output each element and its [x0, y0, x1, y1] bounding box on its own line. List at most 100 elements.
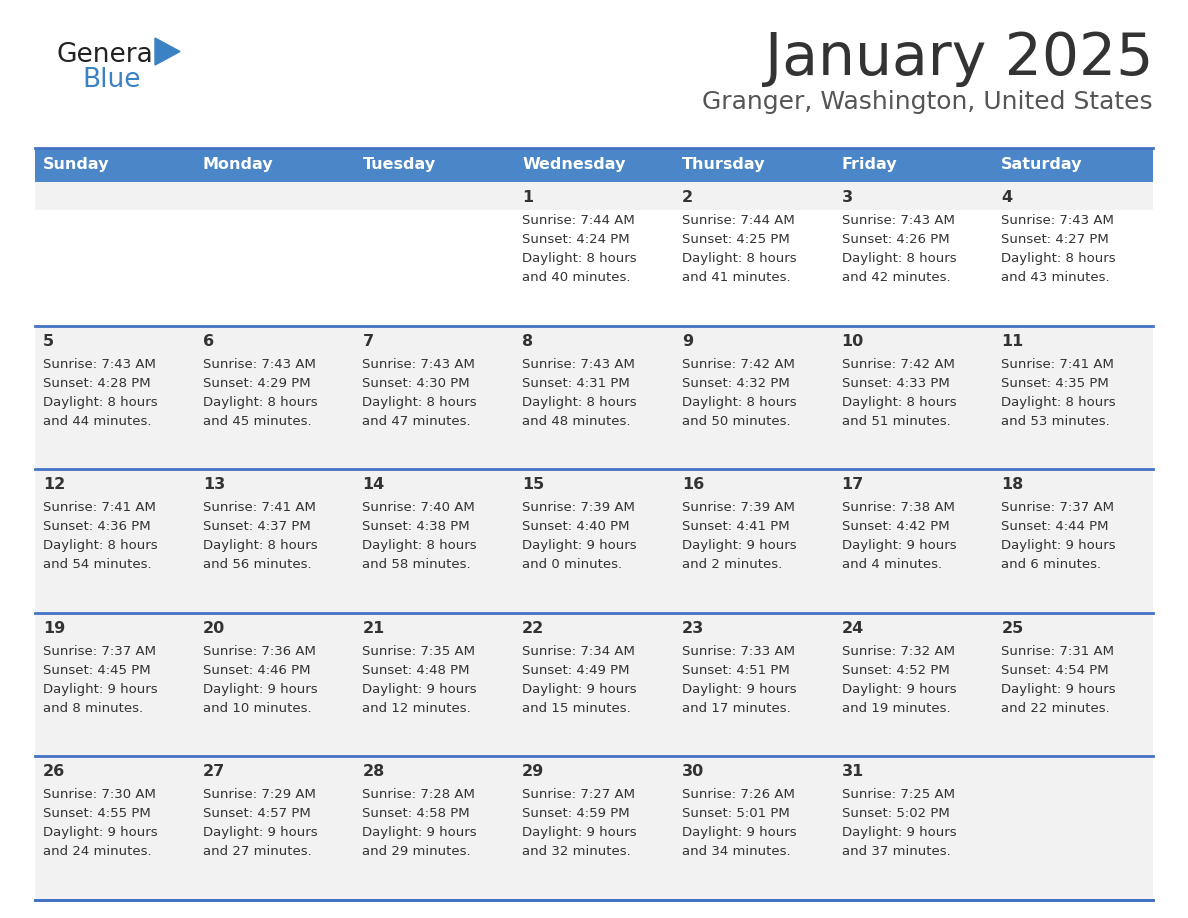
Text: Sunset: 4:32 PM: Sunset: 4:32 PM	[682, 376, 790, 389]
Text: Sunrise: 7:31 AM: Sunrise: 7:31 AM	[1001, 644, 1114, 658]
Text: Daylight: 9 hours: Daylight: 9 hours	[1001, 539, 1116, 553]
Bar	[34, 756, 1154, 900]
Text: Sunrise: 7:42 AM: Sunrise: 7:42 AM	[682, 358, 795, 371]
Text: Sunrise: 7:38 AM: Sunrise: 7:38 AM	[841, 501, 954, 514]
Text: Sunrise: 7:44 AM: Sunrise: 7:44 AM	[682, 214, 795, 227]
Text: Sunset: 4:58 PM: Sunset: 4:58 PM	[362, 808, 470, 821]
Text: and 37 minutes.: and 37 minutes.	[841, 845, 950, 858]
Text: 23: 23	[682, 621, 704, 636]
Text: 25: 25	[1001, 621, 1024, 636]
Text: Sunset: 4:27 PM: Sunset: 4:27 PM	[1001, 233, 1110, 246]
Text: Saturday: Saturday	[1001, 158, 1082, 173]
Text: and 54 minutes.: and 54 minutes.	[43, 558, 152, 571]
Text: 31: 31	[841, 765, 864, 779]
Text: Sunset: 4:24 PM: Sunset: 4:24 PM	[523, 233, 630, 246]
Text: 7: 7	[362, 333, 373, 349]
Text: Daylight: 8 hours: Daylight: 8 hours	[682, 396, 796, 409]
Text: Daylight: 9 hours: Daylight: 9 hours	[203, 826, 317, 839]
Text: Daylight: 9 hours: Daylight: 9 hours	[523, 826, 637, 839]
Text: Daylight: 8 hours: Daylight: 8 hours	[523, 252, 637, 265]
Text: Sunrise: 7:41 AM: Sunrise: 7:41 AM	[43, 501, 156, 514]
Text: 2: 2	[682, 190, 693, 205]
Text: Sunset: 4:29 PM: Sunset: 4:29 PM	[203, 376, 310, 389]
Text: Daylight: 8 hours: Daylight: 8 hours	[362, 539, 478, 553]
Text: 26: 26	[43, 765, 65, 779]
Text: Sunset: 4:37 PM: Sunset: 4:37 PM	[203, 521, 310, 533]
Text: and 6 minutes.: and 6 minutes.	[1001, 558, 1101, 571]
Text: Daylight: 9 hours: Daylight: 9 hours	[43, 683, 158, 696]
Text: Sunset: 4:28 PM: Sunset: 4:28 PM	[43, 376, 151, 389]
Text: Granger, Washington, United States: Granger, Washington, United States	[702, 90, 1154, 114]
Text: Daylight: 8 hours: Daylight: 8 hours	[43, 396, 158, 409]
Text: Daylight: 8 hours: Daylight: 8 hours	[682, 252, 796, 265]
Text: Blue: Blue	[82, 67, 140, 93]
Text: Tuesday: Tuesday	[362, 158, 436, 173]
Text: Daylight: 9 hours: Daylight: 9 hours	[841, 826, 956, 839]
Text: 15: 15	[523, 477, 544, 492]
Text: Sunrise: 7:44 AM: Sunrise: 7:44 AM	[523, 214, 634, 227]
Text: Daylight: 8 hours: Daylight: 8 hours	[43, 539, 158, 553]
Text: Sunrise: 7:36 AM: Sunrise: 7:36 AM	[203, 644, 316, 658]
Text: Sunrise: 7:43 AM: Sunrise: 7:43 AM	[523, 358, 636, 371]
Text: Sunset: 4:45 PM: Sunset: 4:45 PM	[43, 664, 151, 677]
Text: Sunset: 4:30 PM: Sunset: 4:30 PM	[362, 376, 470, 389]
Text: Daylight: 9 hours: Daylight: 9 hours	[362, 826, 478, 839]
Text: Sunrise: 7:43 AM: Sunrise: 7:43 AM	[841, 214, 954, 227]
Text: and 48 minutes.: and 48 minutes.	[523, 415, 631, 428]
Bar	[34, 326, 1154, 469]
Text: and 41 minutes.: and 41 minutes.	[682, 271, 790, 284]
Text: Daylight: 9 hours: Daylight: 9 hours	[682, 539, 796, 553]
Text: and 15 minutes.: and 15 minutes.	[523, 701, 631, 715]
Text: Sunset: 4:36 PM: Sunset: 4:36 PM	[43, 521, 151, 533]
Text: Sunrise: 7:43 AM: Sunrise: 7:43 AM	[203, 358, 316, 371]
Text: Sunset: 4:38 PM: Sunset: 4:38 PM	[362, 521, 470, 533]
Text: Friday: Friday	[841, 158, 897, 173]
Text: Sunrise: 7:35 AM: Sunrise: 7:35 AM	[362, 644, 475, 658]
Text: Thursday: Thursday	[682, 158, 765, 173]
Text: Sunset: 4:55 PM: Sunset: 4:55 PM	[43, 808, 151, 821]
Bar	[34, 210, 1154, 326]
Polygon shape	[154, 38, 181, 65]
Text: Daylight: 9 hours: Daylight: 9 hours	[43, 826, 158, 839]
Text: Daylight: 8 hours: Daylight: 8 hours	[523, 396, 637, 409]
Text: Sunset: 4:35 PM: Sunset: 4:35 PM	[1001, 376, 1110, 389]
Text: 9: 9	[682, 333, 693, 349]
Text: Sunrise: 7:43 AM: Sunrise: 7:43 AM	[362, 358, 475, 371]
Text: Sunset: 4:46 PM: Sunset: 4:46 PM	[203, 664, 310, 677]
Text: Sunset: 4:48 PM: Sunset: 4:48 PM	[362, 664, 470, 677]
Text: and 8 minutes.: and 8 minutes.	[43, 701, 143, 715]
Text: and 17 minutes.: and 17 minutes.	[682, 701, 790, 715]
Text: 30: 30	[682, 765, 704, 779]
Text: Sunrise: 7:34 AM: Sunrise: 7:34 AM	[523, 644, 636, 658]
Text: 5: 5	[43, 333, 55, 349]
Text: Sunset: 4:54 PM: Sunset: 4:54 PM	[1001, 664, 1108, 677]
Text: 27: 27	[203, 765, 225, 779]
Text: and 58 minutes.: and 58 minutes.	[362, 558, 472, 571]
Text: Sunrise: 7:27 AM: Sunrise: 7:27 AM	[523, 789, 636, 801]
Text: Sunrise: 7:43 AM: Sunrise: 7:43 AM	[43, 358, 156, 371]
Text: Sunrise: 7:25 AM: Sunrise: 7:25 AM	[841, 789, 955, 801]
Text: Sunset: 4:51 PM: Sunset: 4:51 PM	[682, 664, 790, 677]
Text: Sunset: 4:26 PM: Sunset: 4:26 PM	[841, 233, 949, 246]
Text: and 2 minutes.: and 2 minutes.	[682, 558, 782, 571]
Text: Daylight: 8 hours: Daylight: 8 hours	[203, 396, 317, 409]
Text: and 53 minutes.: and 53 minutes.	[1001, 415, 1110, 428]
Text: Sunrise: 7:41 AM: Sunrise: 7:41 AM	[203, 501, 316, 514]
Text: Sunset: 4:52 PM: Sunset: 4:52 PM	[841, 664, 949, 677]
Text: and 44 minutes.: and 44 minutes.	[43, 415, 152, 428]
Text: Daylight: 9 hours: Daylight: 9 hours	[841, 683, 956, 696]
Text: and 10 minutes.: and 10 minutes.	[203, 701, 311, 715]
Text: 29: 29	[523, 765, 544, 779]
Text: Sunset: 4:42 PM: Sunset: 4:42 PM	[841, 521, 949, 533]
Text: Sunrise: 7:32 AM: Sunrise: 7:32 AM	[841, 644, 955, 658]
Text: Sunday: Sunday	[43, 158, 109, 173]
Text: Sunrise: 7:28 AM: Sunrise: 7:28 AM	[362, 789, 475, 801]
Bar	[34, 148, 1154, 182]
Text: and 42 minutes.: and 42 minutes.	[841, 271, 950, 284]
Text: Sunrise: 7:29 AM: Sunrise: 7:29 AM	[203, 789, 316, 801]
Text: Sunrise: 7:37 AM: Sunrise: 7:37 AM	[1001, 501, 1114, 514]
Text: and 24 minutes.: and 24 minutes.	[43, 845, 152, 858]
Text: Daylight: 8 hours: Daylight: 8 hours	[841, 396, 956, 409]
Text: and 47 minutes.: and 47 minutes.	[362, 415, 472, 428]
Text: Daylight: 8 hours: Daylight: 8 hours	[1001, 396, 1116, 409]
